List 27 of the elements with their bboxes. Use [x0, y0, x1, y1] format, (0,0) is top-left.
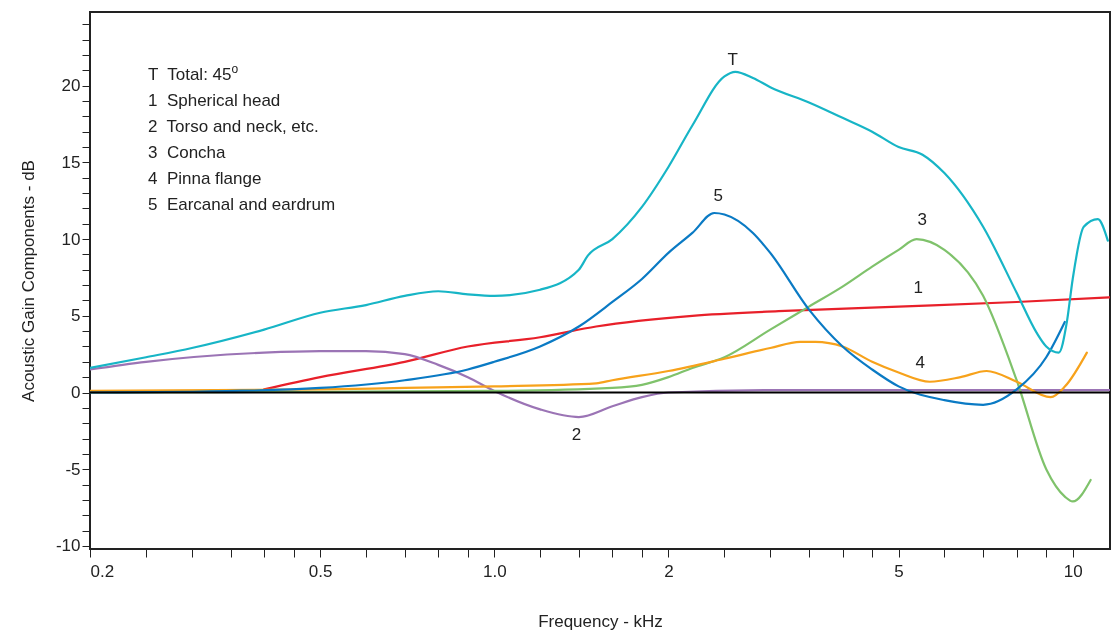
- annotation: 1 Spherical head: [148, 89, 282, 112]
- x-tick-label: 0.5: [308, 561, 333, 581]
- y-tick-label: -10: [55, 536, 81, 556]
- y-tick-label: 15: [61, 152, 81, 172]
- x-tick-label: 2: [664, 561, 674, 581]
- x-tick-label: 1.0: [482, 561, 507, 581]
- series-label: 3: [917, 209, 928, 229]
- y-tick-label: 0: [71, 383, 81, 402]
- series-label: 1: [913, 278, 923, 298]
- x-tick-label: 10: [1063, 561, 1083, 581]
- y-tick-label: 5: [71, 306, 81, 326]
- x-axis-title: Frequency - kHz: [538, 611, 663, 631]
- annotation: 2 Torso and neck, etc.: [148, 115, 320, 138]
- x-tick-label: 0.2: [90, 561, 115, 581]
- annotation: 3 Concha: [148, 141, 227, 164]
- series-label: 2: [571, 425, 582, 445]
- annotation: 4 Pinna flange: [148, 167, 263, 190]
- series-label: 5: [713, 186, 724, 206]
- annotation: 5 Earcanal and eardrum: [148, 193, 336, 216]
- y-tick-label: 10: [61, 229, 81, 249]
- y-tick-label: 20: [61, 76, 81, 96]
- annotation: T Total: 45$^{o}$: [148, 61, 240, 86]
- y-tick-label: -5: [65, 459, 81, 479]
- y-axis-title: Acoustic Gain Components - dB: [18, 160, 38, 402]
- series-label: 4: [915, 353, 926, 373]
- x-tick-label: 5: [894, 561, 904, 581]
- series-label: T: [727, 49, 738, 69]
